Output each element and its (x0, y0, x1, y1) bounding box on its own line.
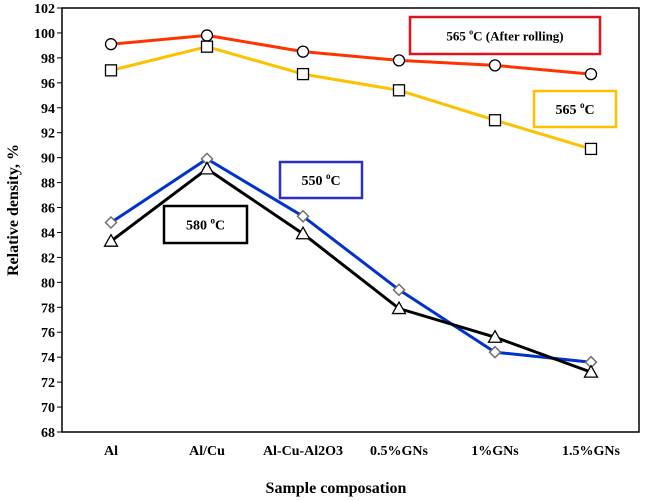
data-point-diamond (296, 209, 310, 223)
y-tick-label: 90 (41, 152, 55, 167)
data-point-circle (392, 54, 406, 67)
data-point-diamond (488, 345, 502, 359)
data-point-circle (488, 59, 502, 72)
x-tick-label: Al-Cu-Al2O3 (263, 444, 343, 459)
data-point-triangle (487, 329, 503, 343)
series-line-1 (110, 45, 592, 151)
data-point-triangle (199, 161, 215, 175)
series-label-text-0: 565 oC (After rolling) (446, 28, 563, 44)
y-tick-label: 76 (41, 326, 55, 341)
y-tick-label: 86 (41, 202, 55, 217)
data-point-triangle (103, 233, 119, 247)
data-point-square (200, 40, 214, 53)
y-tick-label: 96 (41, 77, 55, 92)
y-tick-label: 100 (34, 27, 55, 42)
data-point-square (104, 64, 118, 77)
data-point-circle (584, 67, 598, 81)
series-label-box-1 (532, 89, 618, 129)
y-tick-label: 98 (41, 52, 55, 67)
data-point-triangle (583, 364, 599, 378)
data-point-square (296, 67, 310, 81)
series-line-3 (110, 167, 592, 374)
x-axis-title: Sample composation (266, 480, 407, 497)
data-point-circle (104, 38, 118, 51)
data-point-square (584, 142, 598, 156)
series-label-text-2: 550 oC (301, 171, 340, 189)
data-point-triangle (391, 300, 407, 315)
series-label-boxes: 565 oC (After rolling) 565 oC 550 oC 580 oC (162, 15, 618, 245)
y-tick-label: 80 (41, 276, 55, 291)
x-tick-label: 1%GNs (471, 444, 519, 459)
y-tick-label: 82 (41, 251, 55, 266)
y-tick-label: 88 (41, 177, 55, 192)
data-point-circle (296, 45, 310, 58)
series-markers (103, 29, 599, 378)
y-tick-label: 92 (41, 127, 55, 142)
plot-area-border (61, 7, 640, 433)
series-label-text-1: 565 oC (555, 100, 594, 118)
data-point-square (488, 114, 502, 127)
data-point-triangle (295, 225, 311, 240)
y-tick-label: 74 (41, 351, 55, 366)
series-label-box-0 (408, 15, 602, 56)
data-point-diamond (104, 215, 118, 230)
y-tick-label: 94 (41, 102, 55, 117)
y-tick-label: 70 (41, 401, 55, 416)
y-axis-title: Relative density, % (5, 144, 22, 276)
x-tick-label: 1.5%GNs (562, 444, 621, 459)
series-label-box-2 (278, 160, 364, 200)
data-point-diamond (392, 283, 406, 297)
x-tick-label: Al (104, 444, 118, 459)
series-lines (110, 33, 592, 374)
x-tick-label: 0.5%GNs (370, 444, 429, 459)
series-label-text-3: 580 oC (186, 216, 225, 234)
series-line-0 (110, 33, 592, 76)
y-tick-label: 78 (41, 301, 55, 316)
y-axis-ticks: 68 70 72 74 76 78 80 82 84 86 88 90 92 94 96 98 100 102 (34, 2, 62, 441)
series-line-2 (110, 157, 592, 364)
y-tick-label: 84 (41, 226, 55, 241)
data-point-square (392, 84, 406, 97)
series-label-box-3 (162, 204, 249, 245)
x-tick-label: Al/Cu (189, 444, 225, 459)
x-axis-ticks: Al Al/Cu Al-Cu-Al2O3 0.5%GNs 1%GNs 1.5%GNs (104, 444, 621, 459)
y-tick-label: 68 (41, 426, 55, 441)
data-point-circle (200, 29, 214, 42)
y-tick-label: 72 (41, 376, 55, 391)
y-tick-label: 102 (34, 2, 55, 17)
